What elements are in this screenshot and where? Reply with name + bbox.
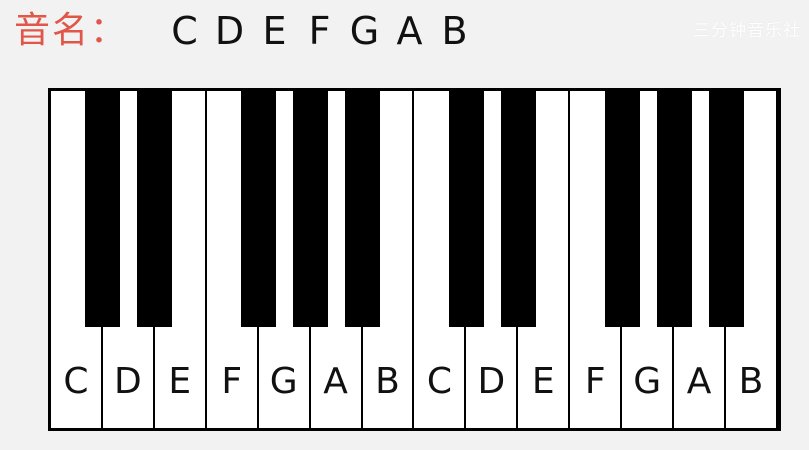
note-name: C [171,9,198,53]
watermark: 三分钟音乐社 [693,21,801,41]
white-key-label: D [477,361,506,402]
note-names-list: C D E F G A B [162,6,477,56]
black-key[interactable] [137,91,173,327]
white-key-label: E [531,361,555,402]
white-key-label: C [426,361,453,402]
note-name: A [396,9,423,53]
white-key-label: F [221,361,243,402]
white-key-label: D [114,361,142,402]
black-key[interactable] [656,91,692,327]
black-key[interactable] [293,91,329,327]
note-names-label: 音名： [14,10,129,51]
note-name: B [441,9,468,53]
black-key[interactable] [345,91,381,327]
note-name: G [349,9,380,53]
white-key-label: A [686,361,712,402]
black-key[interactable] [241,91,277,327]
white-key-label: E [168,361,192,402]
black-key[interactable] [708,91,744,327]
black-key[interactable] [604,91,640,327]
white-key-label: B [375,361,400,402]
white-key-label: C [63,361,89,402]
white-key-label: A [323,361,348,402]
white-key-label: F [584,361,606,402]
white-key-label: G [633,361,662,402]
white-key-label: G [269,361,298,402]
note-name: E [262,9,287,53]
black-key[interactable] [85,91,121,327]
note-name: D [214,9,245,53]
white-key-label: B [738,361,764,402]
black-key[interactable] [500,91,536,327]
note-name: F [308,9,331,53]
black-key[interactable] [448,91,484,327]
